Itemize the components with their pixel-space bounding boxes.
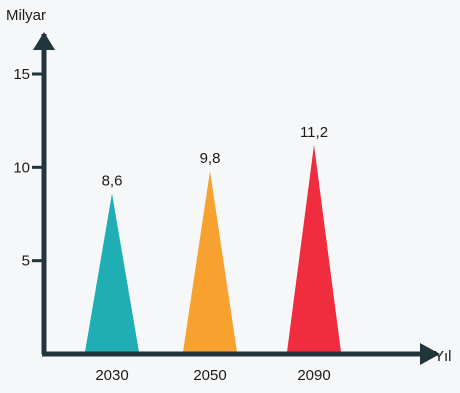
bar-2030	[85, 193, 139, 352]
y-tick-label: 5	[22, 253, 30, 270]
data-label-2090: 11,2	[300, 124, 328, 141]
chart-marks: 8,6 2030 9,8 2050 11,2 2090	[85, 124, 341, 384]
y-axis-title: Milyar	[6, 7, 46, 24]
y-axis-arrowhead	[33, 32, 55, 50]
x-tick-label-2030: 2030	[95, 367, 128, 384]
y-tick-label: 15	[13, 66, 30, 83]
x-axis-title: Yıl	[434, 348, 452, 365]
bar-2090	[287, 144, 341, 352]
chart-axes: 5 10 15	[13, 32, 440, 365]
x-tick-label-2050: 2050	[193, 367, 226, 384]
y-tick-label: 10	[13, 159, 30, 176]
data-label-2050: 9,8	[200, 150, 221, 167]
x-axis-arrowhead	[420, 343, 440, 365]
data-label-2030: 8,6	[102, 172, 123, 189]
x-tick-label-2090: 2090	[297, 367, 330, 384]
bar-2050	[183, 171, 237, 352]
